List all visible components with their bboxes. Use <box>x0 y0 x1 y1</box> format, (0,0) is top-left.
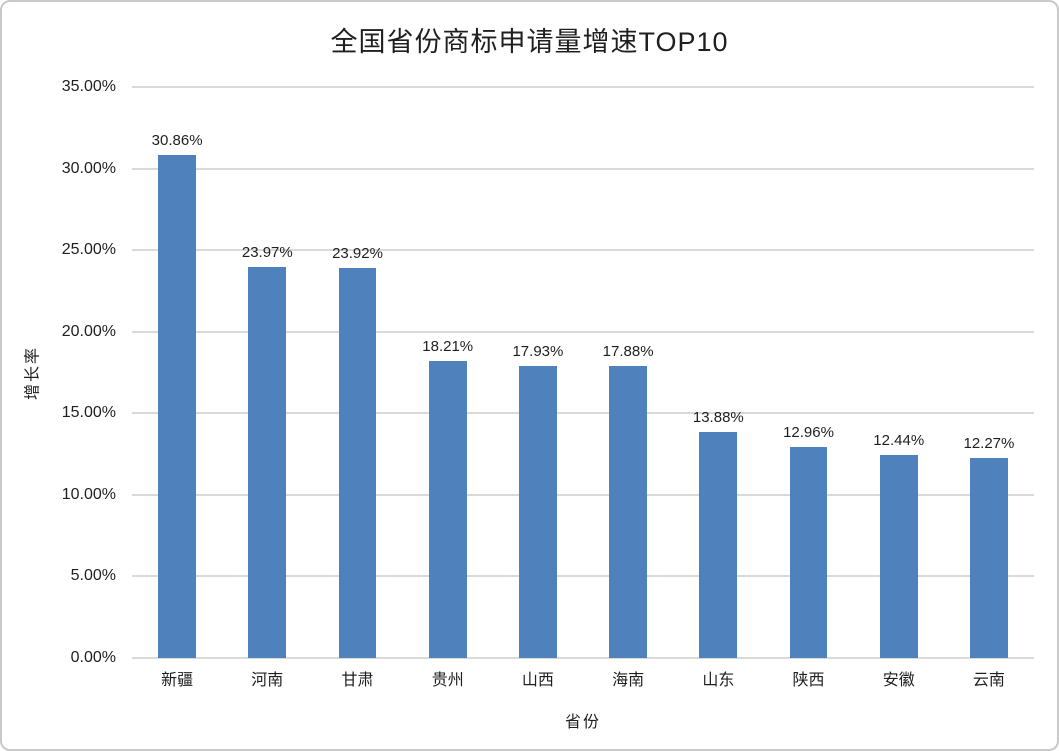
bar <box>158 154 197 658</box>
bar <box>518 365 557 658</box>
y-tick-label: 25.00% <box>61 241 116 259</box>
bar <box>789 446 828 658</box>
y-tick-label: 15.00% <box>61 404 116 422</box>
bar <box>338 267 377 658</box>
bar-value-label: 12.27% <box>963 434 1015 452</box>
x-axis-tick-labels: 新疆 河南 甘肃 贵州 山西 海南 山东 陕西 安徽 云南 <box>132 666 1034 690</box>
x-tick-label: 甘肃 <box>341 672 374 689</box>
bar-slot: 23.97% <box>222 87 312 658</box>
bar-slot: 30.86% <box>132 87 222 658</box>
gridline <box>132 657 1034 659</box>
x-tick-label: 贵州 <box>431 672 464 689</box>
bar-value-label: 12.44% <box>873 432 925 450</box>
bar-value-label: 17.93% <box>512 342 564 360</box>
bar-slot: 17.88% <box>583 87 673 658</box>
plot-area: 30.86% 23.97% 23.92% 18.21% 17.93% 17.88% 13.8… <box>132 86 1034 659</box>
x-tick-label: 海南 <box>612 672 645 689</box>
bar-value-label: 13.88% <box>692 408 744 426</box>
bar-value-label: 18.21% <box>422 337 474 355</box>
gridline <box>132 330 1034 333</box>
bar <box>248 266 287 658</box>
bar-slot: 23.92% <box>312 87 402 658</box>
x-tick-label: 河南 <box>251 672 284 689</box>
bar-slot: 12.44% <box>854 87 944 658</box>
x-tick-label: 山西 <box>521 672 554 689</box>
x-axis-title: 省份 <box>564 714 601 731</box>
bar <box>609 366 648 658</box>
x-tick-label: 安徽 <box>882 672 915 689</box>
gridline <box>132 249 1034 252</box>
bar-slot: 12.96% <box>763 87 853 658</box>
y-tick-label: 20.00% <box>61 322 116 340</box>
gridline <box>132 493 1034 496</box>
gridline <box>132 575 1034 578</box>
y-tick-label: 10.00% <box>61 485 116 503</box>
x-tick-label: 新疆 <box>161 672 194 689</box>
bars: 30.86% 23.97% 23.92% 18.21% 17.93% 17.88% 13.8… <box>132 87 1034 658</box>
bar <box>879 455 918 658</box>
x-tick-label: 陕西 <box>792 672 825 689</box>
gridline <box>132 412 1034 415</box>
bar-value-label: 12.96% <box>783 423 834 441</box>
gridline <box>132 167 1034 170</box>
bar-slot: 17.93% <box>493 87 583 658</box>
chart-title: 全国省份商标申请量增速TOP10 <box>330 27 729 57</box>
bar-slot: 13.88% <box>673 87 763 658</box>
bar <box>428 360 467 658</box>
x-tick-label: 云南 <box>972 672 1005 689</box>
y-tick-label: 0.00% <box>70 649 116 666</box>
bar-value-label: 23.92% <box>332 244 383 262</box>
y-axis-tick-labels: 35.00% 30.00% 25.00% 20.00% 15.00% 10.00% 5.00… <box>2 78 124 666</box>
bar-value-label: 17.88% <box>602 343 654 361</box>
bar <box>699 431 738 658</box>
bar-value-label: 23.97% <box>241 243 293 261</box>
y-tick-label: 30.00% <box>61 159 116 177</box>
y-tick-label: 5.00% <box>70 567 116 585</box>
bar <box>969 457 1008 658</box>
bar-value-label: 30.86% <box>151 131 203 149</box>
x-tick-label: 山东 <box>702 672 735 689</box>
bar-slot: 18.21% <box>403 87 493 658</box>
bar-slot: 12.27% <box>944 87 1034 658</box>
y-tick-label: 35.00% <box>61 78 116 95</box>
gridline <box>132 86 1034 88</box>
